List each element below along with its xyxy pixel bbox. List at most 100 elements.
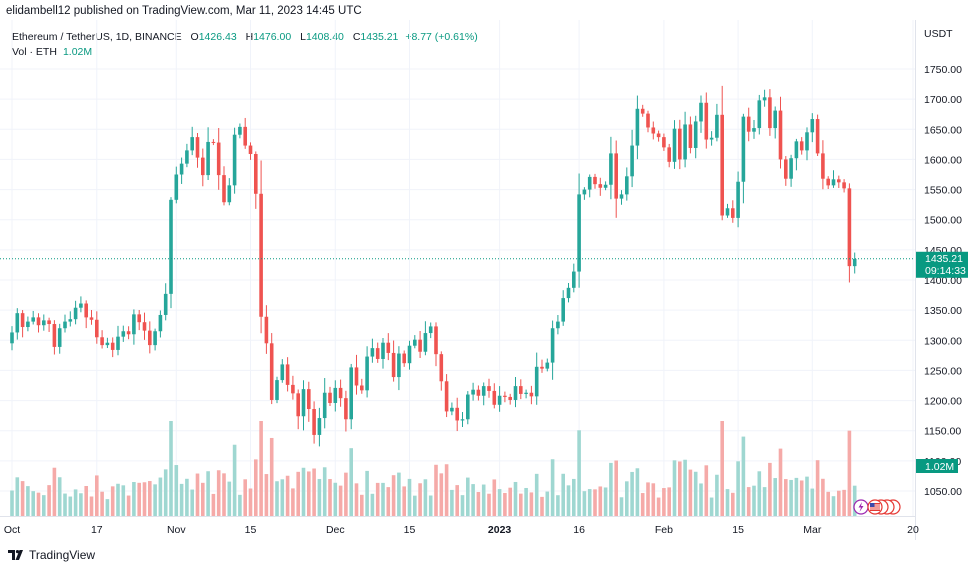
volume-bar [105, 499, 110, 516]
volume-bar [709, 497, 714, 516]
candle-body [15, 313, 20, 333]
volume-bar [566, 485, 571, 516]
volume-bar [757, 471, 762, 516]
candle-body [354, 367, 359, 386]
candle-body [556, 321, 560, 329]
volume-bar [95, 475, 99, 516]
volume-bar [789, 479, 793, 516]
volume-bar [296, 471, 300, 516]
volume-bar [487, 493, 491, 516]
candle-body [460, 419, 465, 421]
volume-bar [561, 473, 565, 516]
candle-body [42, 320, 46, 326]
volume-bar [317, 478, 322, 516]
candle-body [52, 324, 57, 347]
candle-body [381, 342, 385, 359]
time-tick-label: Feb [655, 524, 673, 536]
volume-bar [619, 497, 624, 516]
price-chart[interactable]: USDT 1750.00 1700.00 1650.00 1600.00 1550.00… [0, 0, 980, 540]
volume-bar [211, 493, 216, 516]
volume-bar [662, 488, 666, 516]
volume-bar [630, 471, 634, 516]
volume-bar [121, 485, 126, 516]
volume-bar [375, 482, 380, 516]
volume-bar [513, 481, 518, 516]
volume-bar [688, 469, 693, 516]
candle-body [503, 395, 507, 397]
candle-body [89, 317, 94, 320]
candle-body [148, 330, 152, 346]
event-icons[interactable] [853, 499, 901, 515]
volume-bar [264, 474, 269, 516]
candle-body [466, 394, 470, 420]
volume-bar [36, 492, 41, 516]
volume-bar [481, 484, 486, 516]
candle-body [47, 320, 51, 325]
candle-body [540, 366, 544, 369]
price-tick-label: 1200.00 [924, 396, 962, 408]
volume-bar [413, 495, 417, 516]
candle-body [185, 150, 189, 164]
candle-body [84, 303, 88, 318]
volume-bar [84, 486, 88, 516]
candle-body [736, 181, 740, 218]
volume-bar [190, 489, 194, 516]
candle-body [26, 321, 30, 328]
volume-bar [15, 477, 20, 516]
volume-bar [577, 430, 581, 516]
volume-bar [439, 473, 444, 516]
candle-body [609, 153, 613, 185]
candle-body [121, 331, 126, 337]
time-axis[interactable]: Oct 17 Nov 15 Dec 15 2023 16 Feb 15 Mar 20 [4, 524, 919, 536]
candle-body [275, 380, 279, 400]
volume-bar [778, 448, 783, 516]
volume-bar [360, 494, 364, 516]
candle-body [715, 114, 719, 138]
volume-bar [471, 484, 475, 516]
volume-bar [821, 478, 825, 516]
candle-body [31, 317, 35, 322]
candle-body [126, 331, 131, 335]
footer-brand[interactable]: TradingView [8, 548, 95, 562]
volume-bar [280, 479, 285, 516]
candle-body [492, 390, 497, 405]
candle-body [757, 100, 762, 129]
price-tick-label: 1750.00 [924, 64, 962, 76]
price-tick-label: 1400.00 [924, 275, 962, 287]
price-axis[interactable]: 1750.00 1700.00 1650.00 1600.00 1550.00 1500.… [924, 64, 962, 498]
volume-bar [365, 470, 369, 516]
volume-bar [503, 492, 507, 516]
candle-body [307, 389, 311, 410]
volume-bar [842, 489, 846, 516]
candle-body [391, 352, 396, 378]
candle-body [497, 395, 502, 405]
candle-body [683, 124, 687, 160]
volume-bar [614, 460, 618, 516]
candle-body [423, 333, 428, 352]
time-tick-label: 15 [404, 524, 416, 536]
price-tick-label: 1650.00 [924, 124, 962, 136]
candle-body [301, 389, 306, 417]
candle-body [831, 179, 836, 186]
volume-bar [79, 493, 83, 516]
candle-body [328, 392, 332, 403]
volume-bar [238, 494, 242, 516]
change-value: +8.77 (+0.61%) [405, 31, 478, 43]
volume-bar [285, 475, 290, 516]
volume-bar [529, 492, 534, 516]
volume-bars [10, 421, 857, 516]
candle-body [821, 153, 825, 179]
time-tick-label: Oct [4, 524, 20, 536]
volume-bar [142, 482, 147, 516]
volume-bar [736, 461, 740, 516]
volume-bar [683, 459, 687, 516]
candle-body [105, 342, 110, 346]
volume-bar [837, 490, 841, 516]
last-price-text: 1435.21 [925, 253, 963, 265]
close-value: 1435.21 [360, 31, 399, 43]
volume-bar [407, 478, 412, 516]
candle-body [852, 258, 857, 267]
candlesticks [10, 85, 857, 447]
volume-bar [195, 473, 200, 516]
candle-body [163, 293, 168, 315]
